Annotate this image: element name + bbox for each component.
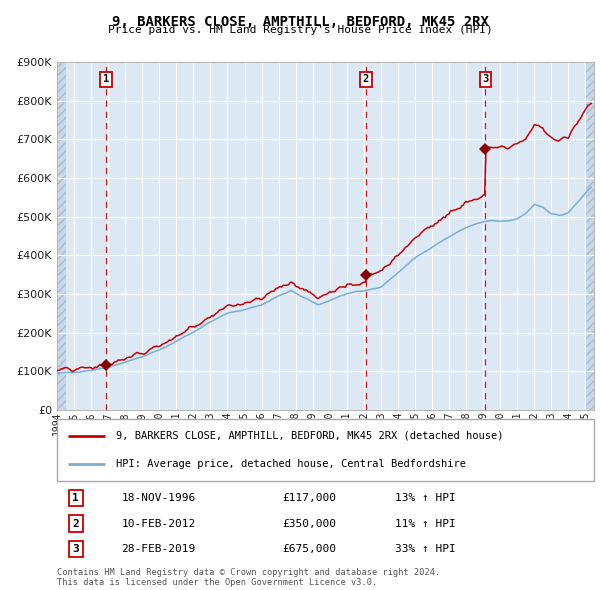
Text: 3: 3	[73, 544, 79, 554]
Text: £675,000: £675,000	[283, 544, 337, 554]
Text: 13% ↑ HPI: 13% ↑ HPI	[395, 493, 456, 503]
Text: Price paid vs. HM Land Registry's House Price Index (HPI): Price paid vs. HM Land Registry's House …	[107, 25, 493, 35]
Text: Contains HM Land Registry data © Crown copyright and database right 2024.
This d: Contains HM Land Registry data © Crown c…	[57, 568, 440, 587]
Text: 10-FEB-2012: 10-FEB-2012	[121, 519, 196, 529]
Text: £350,000: £350,000	[283, 519, 337, 529]
Text: HPI: Average price, detached house, Central Bedfordshire: HPI: Average price, detached house, Cent…	[116, 459, 466, 469]
Text: 2: 2	[73, 519, 79, 529]
Text: 28-FEB-2019: 28-FEB-2019	[121, 544, 196, 554]
Text: 11% ↑ HPI: 11% ↑ HPI	[395, 519, 456, 529]
Bar	[586, 62, 595, 410]
Bar	[57, 62, 65, 410]
Text: 1: 1	[103, 74, 109, 84]
Text: 2: 2	[363, 74, 369, 84]
FancyBboxPatch shape	[57, 419, 594, 481]
Text: 18-NOV-1996: 18-NOV-1996	[121, 493, 196, 503]
Text: 9, BARKERS CLOSE, AMPTHILL, BEDFORD, MK45 2RX (detached house): 9, BARKERS CLOSE, AMPTHILL, BEDFORD, MK4…	[116, 431, 503, 441]
Text: 3: 3	[482, 74, 488, 84]
Text: 1: 1	[73, 493, 79, 503]
Text: 33% ↑ HPI: 33% ↑ HPI	[395, 544, 456, 554]
Text: £117,000: £117,000	[283, 493, 337, 503]
Text: 9, BARKERS CLOSE, AMPTHILL, BEDFORD, MK45 2RX: 9, BARKERS CLOSE, AMPTHILL, BEDFORD, MK4…	[112, 15, 488, 29]
